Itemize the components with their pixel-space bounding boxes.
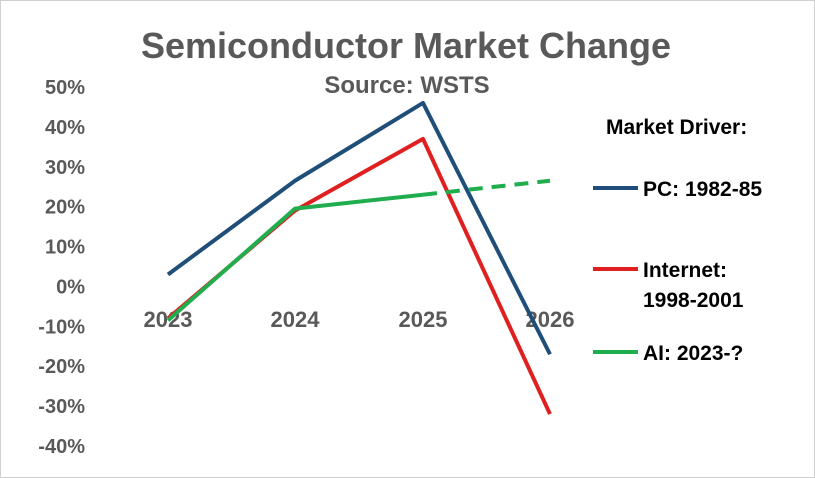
- y-tick-label: -20%: [38, 356, 85, 378]
- legend-label: PC: 1982-85: [643, 178, 762, 201]
- legend-title: Market Driver:: [606, 116, 747, 139]
- y-tick-label: 10%: [45, 237, 85, 259]
- y-tick-label: -30%: [38, 396, 85, 418]
- legend: Market Driver: PC: 1982-85 Internet: 1998-…: [593, 116, 762, 365]
- legend-label: 1998-2001: [643, 289, 744, 312]
- series-line-1: [166, 136, 552, 415]
- x-tick-label: 2024: [271, 307, 321, 332]
- x-tick-label: 2025: [399, 307, 448, 332]
- chart-subtitle: Source: WSTS: [324, 72, 489, 99]
- series-line-0: [166, 100, 552, 356]
- y-tick-label: -10%: [38, 316, 85, 338]
- y-tick-label: 50%: [45, 77, 85, 99]
- y-tick-label: 0%: [56, 276, 85, 298]
- legend-label: AI: 2023-?: [643, 342, 743, 365]
- chart-title: Semiconductor Market Change: [141, 25, 671, 66]
- series-line-2: [166, 192, 424, 322]
- y-tick-label: 30%: [45, 157, 85, 179]
- y-tick-label: 40%: [45, 117, 85, 139]
- legend-label: Internet:: [643, 259, 727, 282]
- x-axis-ticks: 2023 2024 2025 2026: [144, 307, 575, 332]
- y-axis-ticks: 50% 40% 30% 20% 10% 0% -10% -20% -30% -40%: [38, 77, 85, 458]
- series-lines: [166, 100, 552, 415]
- y-tick-label: -40%: [38, 436, 85, 458]
- y-tick-label: 20%: [45, 197, 85, 219]
